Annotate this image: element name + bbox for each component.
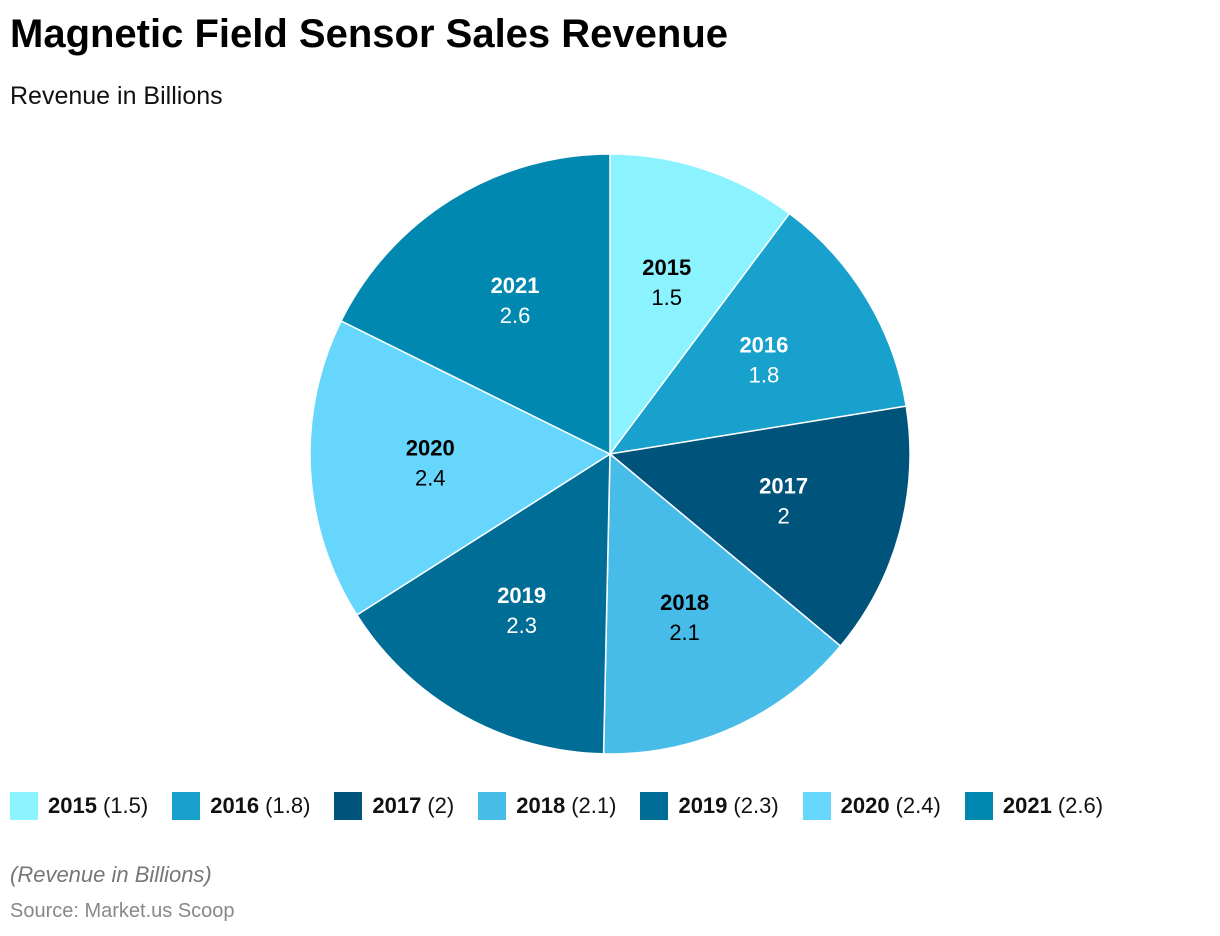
chart-subtitle: Revenue in Billions [10,82,223,110]
legend-value: (1.8) [265,793,311,818]
slice-label-year: 2015 [642,255,691,280]
slice-label-value: 2.4 [415,466,446,491]
legend-value: (2.3) [733,793,779,818]
legend-value: (2.6) [1057,793,1104,818]
legend-item-2019: 2019 (2.3) [640,792,779,820]
legend-label: 2017 [372,793,422,818]
legend-item-2021: 2021 (2.6) [964,792,1104,820]
legend-label: 2021 [1002,793,1052,818]
legend-swatch [334,792,363,820]
pie-slice-2021 [340,153,611,456]
slice-label-year: 2017 [759,474,808,499]
source-text: Source: Market.us Scoop [10,900,235,922]
legend-swatch [478,792,507,820]
legend-value: (2) [427,793,455,818]
chart-title: Magnetic Field Sensor Sales Revenue [10,12,729,56]
legend-item-2018: 2018 (2.1) [478,792,616,820]
legend-swatch [802,792,831,820]
legend-value: (2.1) [571,793,617,818]
pie-slice-2018 [602,452,842,755]
slice-label-value: 1.5 [651,285,682,310]
legend-item-2020: 2020 (2.4) [802,792,941,820]
legend-label: 2020 [840,793,890,818]
legend: 2015 (1.5) 2016 (1.8) 2017 (2) 2018 (2.1) 2019 (2… [10,792,1127,820]
legend-item-2016: 2016 (1.8) [172,792,310,820]
pie-slice-2016 [608,212,908,456]
slice-label-value: 2.1 [669,620,700,645]
legend-swatch [10,792,38,820]
legend-swatch [172,792,201,820]
slice-label-value: 2 [777,504,789,529]
legend-label: 2015 [48,793,97,818]
legend-item-2017: 2017 (2) [334,792,454,820]
slice-label-year: 2016 [739,333,788,358]
slice-label-year: 2020 [406,436,455,461]
slice-label-value: 2.6 [500,303,531,328]
pie-slice-2020 [309,319,612,617]
legend-label: 2016 [210,793,260,818]
slice-label-year: 2019 [497,583,546,608]
legend-value: (1.5) [102,793,149,818]
slice-label-year: 2018 [660,590,709,615]
legend-swatch [640,792,669,820]
pie-slice-2019 [355,452,611,755]
legend-item-2015: 2015 (1.5) [10,792,148,820]
pie-slice-2017 [608,405,911,648]
slice-label-year: 2021 [491,273,540,298]
legend-value: (2.4) [895,793,941,818]
legend-label: 2018 [516,793,566,818]
slice-label-value: 1.8 [749,363,780,388]
pie-slice-2015 [609,153,791,457]
slice-label-value: 2.3 [506,613,537,638]
pie-chart: 2015 1.5 2016 1.8 2017 2 2018 2.1 2019 2.3 2020 2.4… [309,153,911,755]
legend-swatch [964,792,993,820]
legend-label: 2019 [678,793,728,818]
footer-note: (Revenue in Billions) [10,862,212,887]
